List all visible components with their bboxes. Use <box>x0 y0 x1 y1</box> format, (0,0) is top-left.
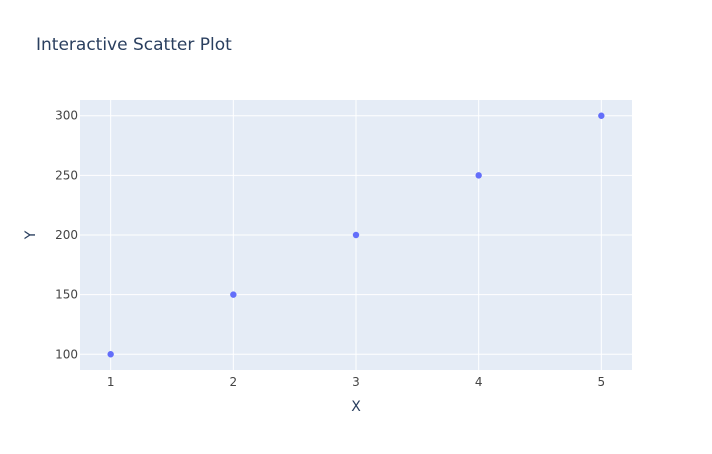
data-points[interactable] <box>107 112 605 358</box>
x-tick-label: 1 <box>107 375 115 389</box>
chart-title: Interactive Scatter Plot <box>36 35 232 55</box>
y-tick-label: 100 <box>55 347 78 361</box>
data-point[interactable] <box>475 172 482 179</box>
y-tick-label: 200 <box>55 228 78 242</box>
data-point[interactable] <box>352 231 360 239</box>
x-tick-label: 3 <box>352 375 360 389</box>
y-tick-label: 150 <box>55 288 78 302</box>
data-point[interactable] <box>598 112 605 119</box>
x-tick-label: 2 <box>230 375 238 389</box>
x-tick-label: 4 <box>475 375 483 389</box>
tick-labels: 1 2 3 4 5 100 150 200 250 300 <box>55 109 605 389</box>
y-tick-label: 250 <box>55 168 78 182</box>
data-point[interactable] <box>230 291 237 298</box>
x-tick-label: 5 <box>598 375 606 389</box>
y-axis-label: Y <box>23 230 39 240</box>
x-axis-label: X <box>351 399 361 415</box>
data-point[interactable] <box>107 351 114 358</box>
y-tick-label: 300 <box>55 109 78 123</box>
